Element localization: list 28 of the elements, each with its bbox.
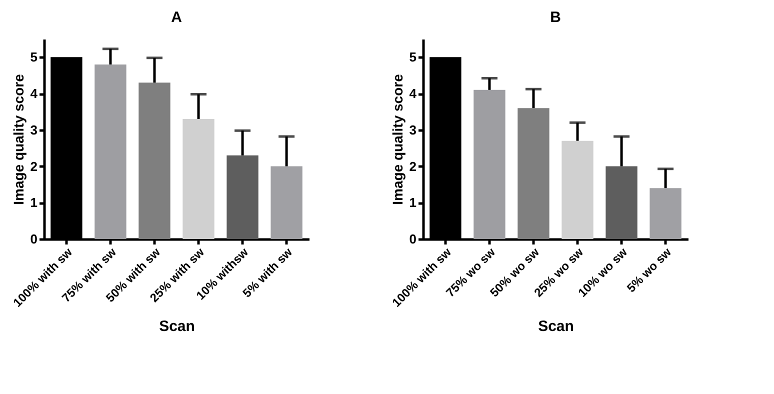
- y-tick-label: 1: [30, 195, 38, 210]
- x-axis-title: Scan: [159, 318, 195, 335]
- y-tick-label: 1: [409, 195, 416, 210]
- y-tick-label: 0: [409, 232, 416, 246]
- bar: [606, 166, 638, 239]
- y-tick-label: 2: [409, 158, 416, 174]
- y-axis-title: Image quality score: [389, 74, 406, 205]
- y-tick-label: 2: [30, 158, 38, 174]
- y-tick-label: 3: [409, 122, 416, 138]
- y-tick-label: 5: [30, 50, 38, 65]
- bar: [182, 119, 214, 239]
- y-tick-label: 4: [30, 86, 38, 102]
- bar: [474, 90, 506, 239]
- chart-title: B: [550, 9, 562, 26]
- y-tick-label: 3: [30, 122, 38, 138]
- chart-title: A: [171, 9, 182, 26]
- y-tick-label: 5: [409, 50, 416, 65]
- bar: [138, 82, 170, 239]
- bar: [94, 64, 126, 239]
- bar: [226, 155, 258, 239]
- bar: [270, 166, 302, 239]
- bar: [650, 188, 682, 239]
- y-tick-label: 4: [409, 86, 418, 102]
- y-tick-label: 0: [30, 232, 38, 246]
- y-axis-title: Image quality score: [10, 74, 26, 205]
- x-axis-title: Scan: [538, 318, 574, 335]
- bar: [518, 108, 550, 239]
- bar: [562, 140, 594, 239]
